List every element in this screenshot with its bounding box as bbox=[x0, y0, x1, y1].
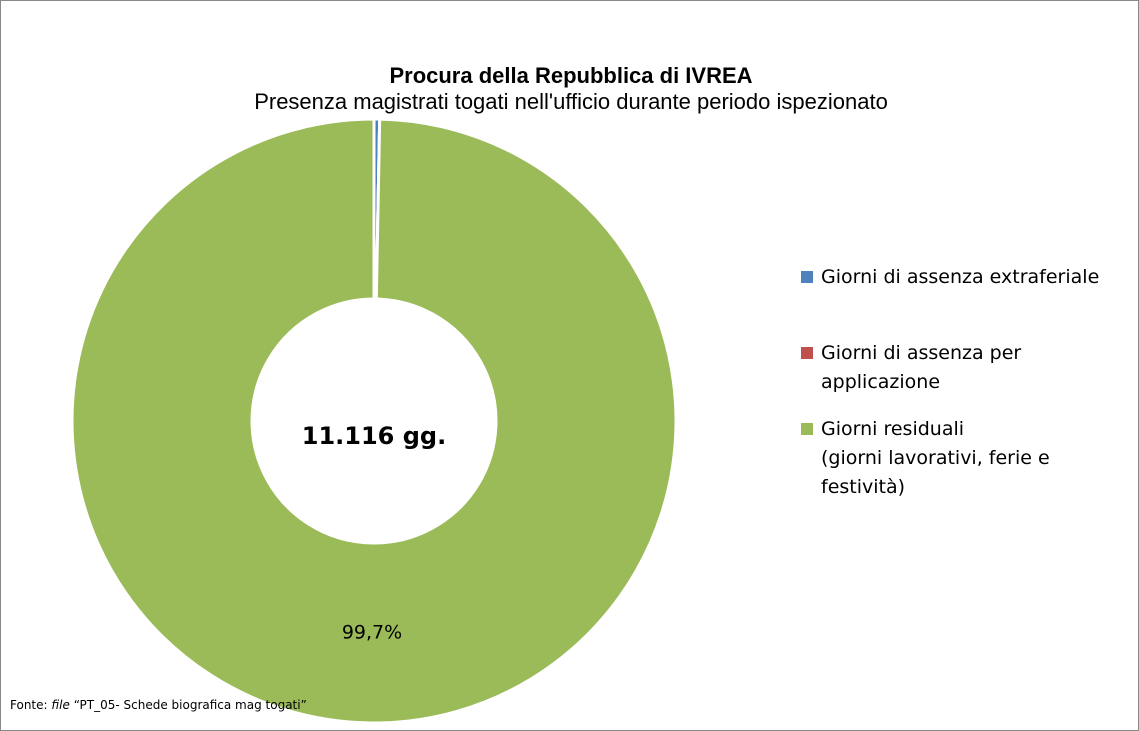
legend-swatch bbox=[801, 347, 813, 359]
data-label: 99,7% bbox=[342, 621, 402, 643]
center-label: 11.116 gg. bbox=[302, 422, 446, 450]
chart-title: Procura della Repubblica di IVREA bbox=[389, 63, 752, 88]
legend-label: Giorni di assenza per applicazione bbox=[821, 342, 1022, 393]
chart-subtitle: Presenza magistrati togati nell'ufficio … bbox=[254, 89, 888, 114]
source-note: Fonte: file “PT_05- Schede biografica ma… bbox=[10, 698, 307, 712]
legend-swatch bbox=[801, 271, 813, 283]
slice bbox=[70, 117, 678, 725]
legend-item: Giorni di assenza per applicazione bbox=[801, 339, 1138, 397]
legend-swatch bbox=[801, 423, 813, 435]
legend-item: Giorni di assenza extraferiale bbox=[801, 263, 1099, 292]
source-prefix: Fonte: bbox=[10, 698, 48, 712]
legend-label: Giorni di assenza extraferiale bbox=[821, 266, 1100, 288]
legend-item: Giorni residuali (giorni lavorativi, fer… bbox=[801, 415, 1138, 502]
source-rest: “PT_05- Schede biografica mag togati” bbox=[73, 698, 307, 712]
source-italic: file bbox=[51, 698, 70, 712]
legend-label: Giorni residuali (giorni lavorativi, fer… bbox=[821, 418, 1050, 498]
